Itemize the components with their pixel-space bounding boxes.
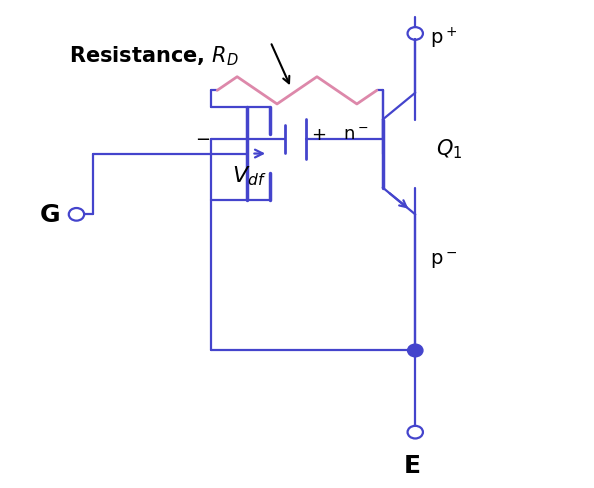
Text: $V_{df}$: $V_{df}$ [232,164,267,188]
Text: E: E [404,453,421,477]
Text: $\mathregular{n^-}$: $\mathregular{n^-}$ [343,126,369,144]
Text: $Q_1$: $Q_1$ [436,138,462,161]
Text: G: G [40,203,61,227]
Text: $-$: $-$ [195,128,210,146]
Text: $\mathregular{p^+}$: $\mathregular{p^+}$ [430,25,457,50]
Text: $\mathregular{p^-}$: $\mathregular{p^-}$ [430,249,457,270]
Circle shape [407,345,423,357]
Text: Resistance, $R_D$: Resistance, $R_D$ [69,44,239,67]
Text: $+$: $+$ [311,126,326,144]
